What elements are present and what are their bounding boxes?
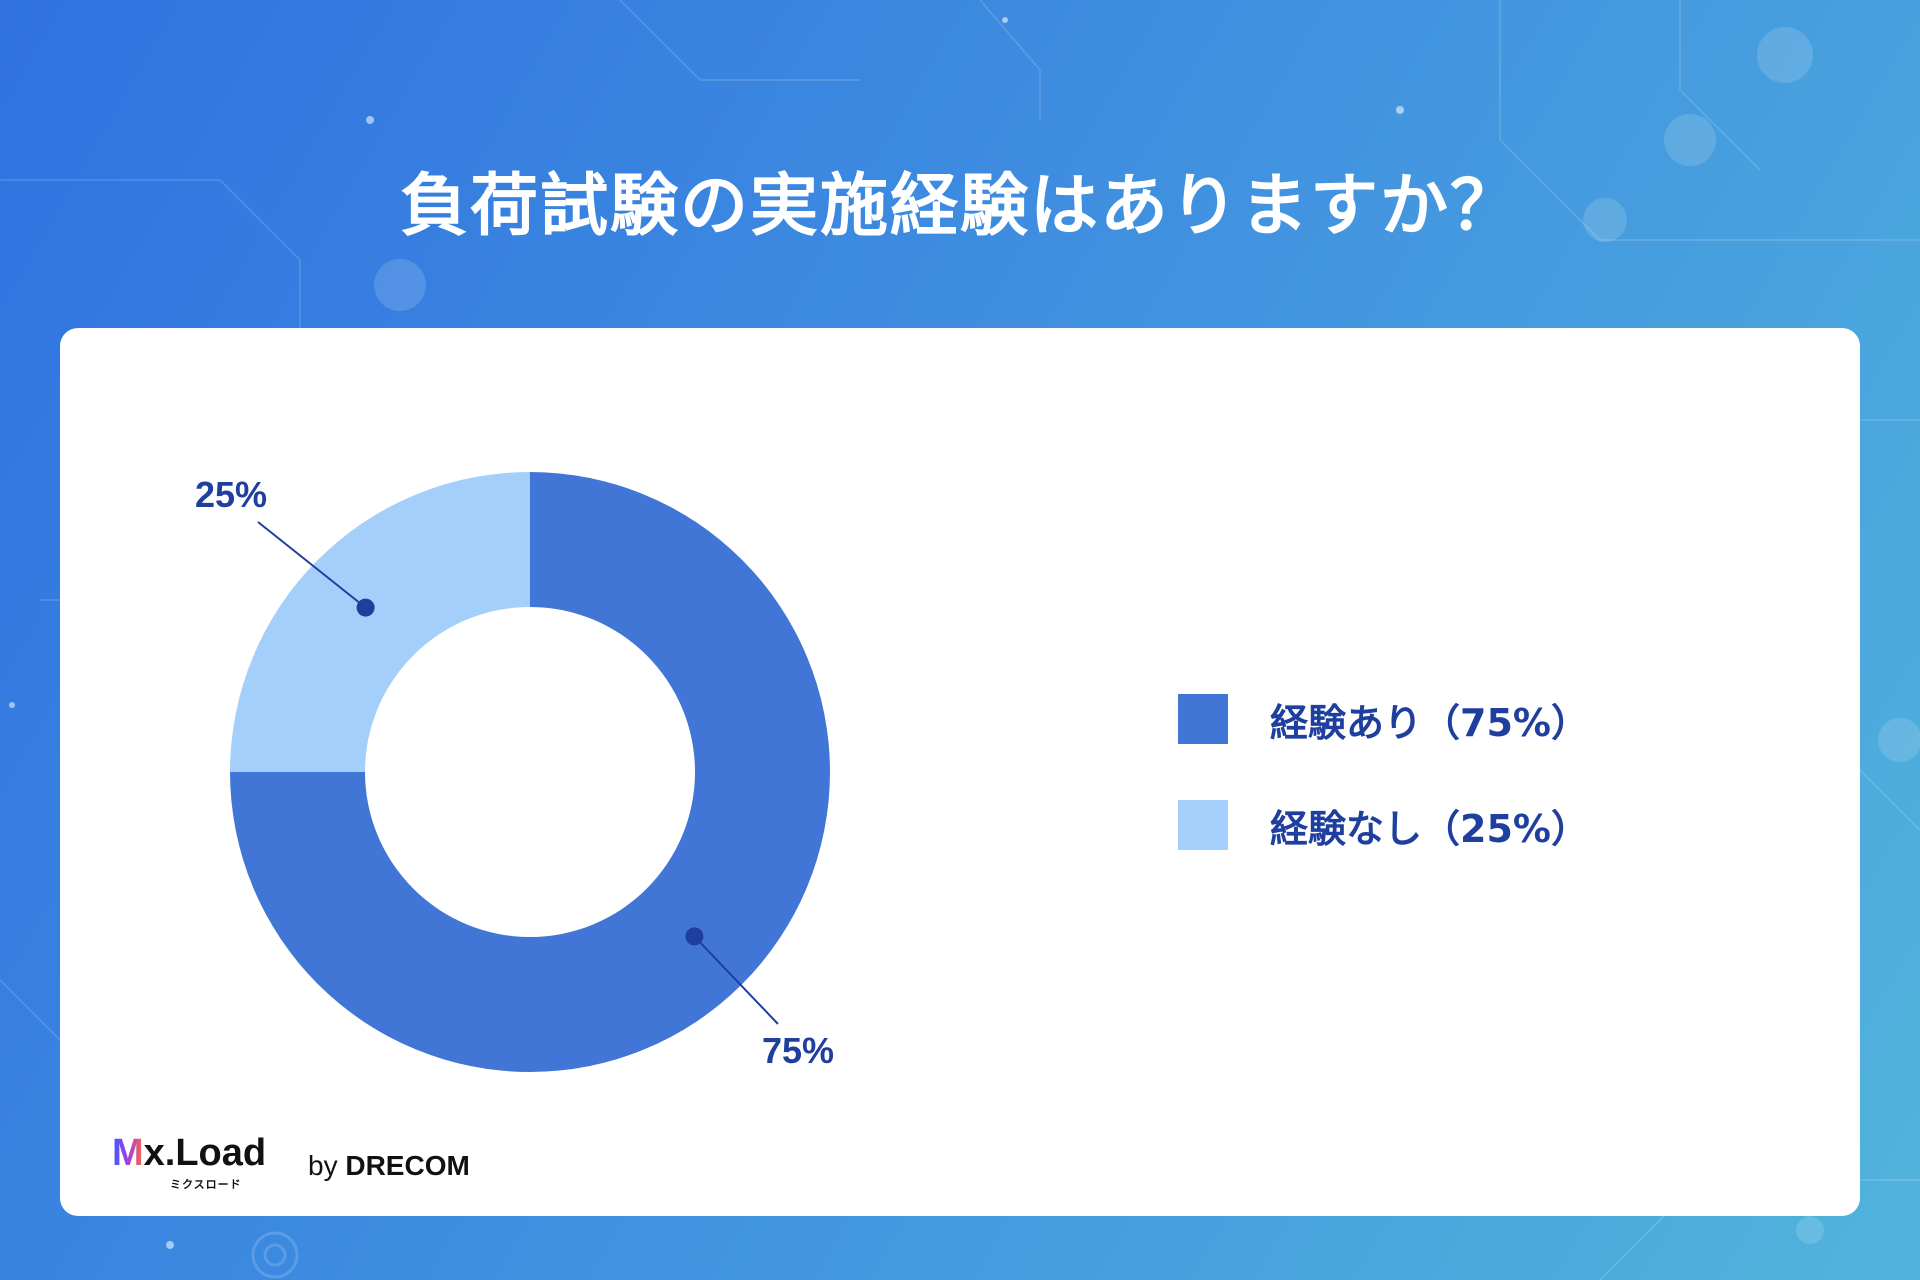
- data-label-75: 75%: [762, 1030, 835, 1071]
- donut-slice-without-experience: [230, 472, 530, 772]
- logo-text: x.Load: [143, 1132, 267, 1174]
- chart-legend: 経験あり（75%） 経験なし（25%）: [1178, 694, 1589, 906]
- donut-chart: [230, 472, 830, 1072]
- legend-label-without-experience: 経験なし（25%）: [1270, 806, 1589, 851]
- legend-item-without-experience: 経験なし（25%）: [1178, 800, 1589, 851]
- leader-line-75: [693, 935, 779, 1025]
- legend-label-with-experience: 経験あり（75%）: [1270, 700, 1589, 745]
- leader-dot-75: [685, 927, 704, 946]
- brand-footer: Mx.Load ミクスロード by DRECOM: [112, 1132, 532, 1202]
- donut-slice-with-experience: [230, 472, 830, 1072]
- mxload-logo: Mx.Load: [112, 1132, 266, 1175]
- legend-swatch-without-experience: [1178, 800, 1228, 850]
- logo-m: M: [112, 1132, 144, 1174]
- legend-item-with-experience: 経験あり（75%）: [1178, 694, 1589, 745]
- byline-company: DRECOM: [345, 1150, 470, 1181]
- data-label-25: 25%: [195, 474, 268, 515]
- byline-by: by: [308, 1150, 338, 1181]
- legend-swatch-with-experience: [1178, 694, 1228, 744]
- brand-byline: by DRECOM: [308, 1150, 470, 1182]
- leader-dot-25: [356, 598, 375, 617]
- chart-card: 25% 75% 経験あり（75%） 経験なし（25%） Mx.Load ミクスロ…: [60, 328, 1860, 1216]
- leader-line-25: [257, 521, 367, 609]
- page-title: 負荷試験の実施経験はありますか？: [399, 167, 1520, 246]
- logo-kana: ミクスロード: [170, 1178, 242, 1191]
